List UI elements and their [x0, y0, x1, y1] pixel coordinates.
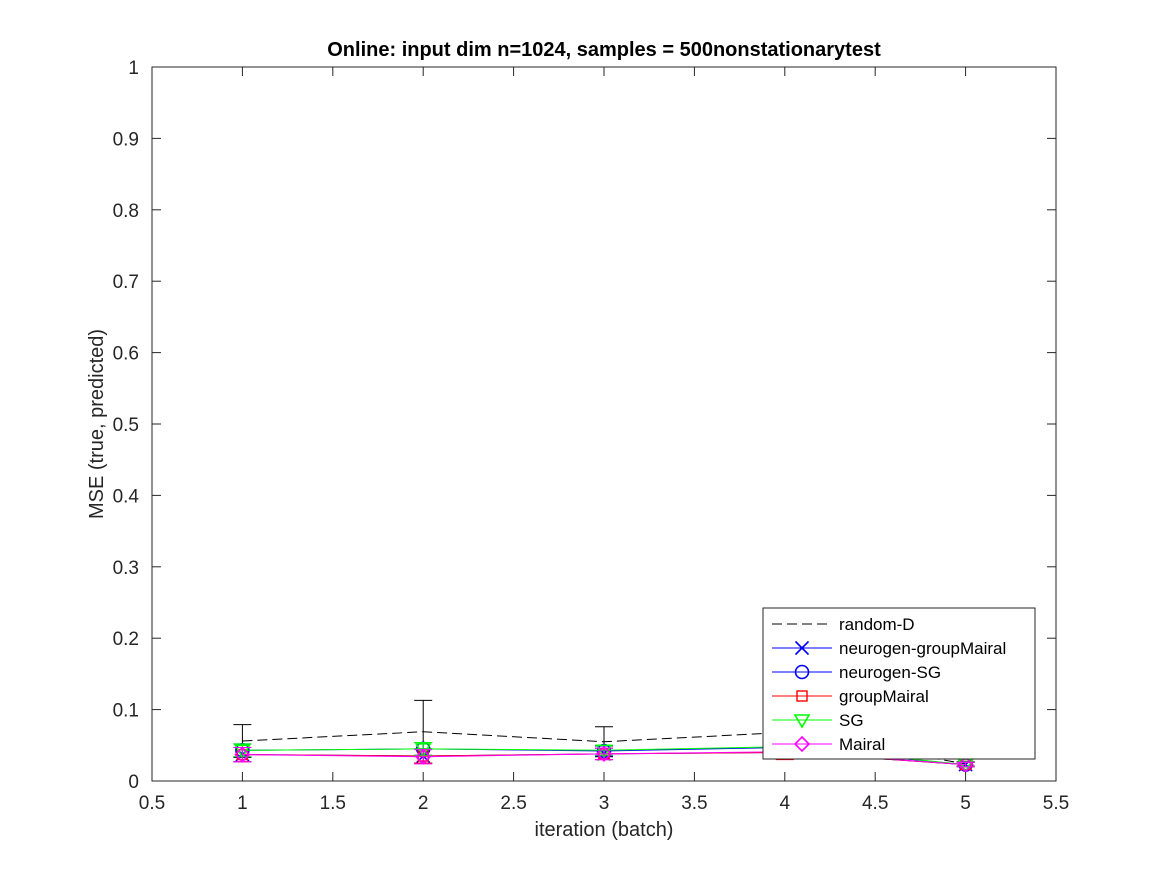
x-tick-label: 4	[780, 793, 791, 814]
legend-marker	[793, 714, 811, 729]
x-tick-label: 3	[599, 793, 610, 814]
data-point	[595, 745, 613, 762]
y-tick-label: 1	[128, 58, 139, 79]
legend-label: groupMairal	[839, 687, 929, 706]
data-point	[415, 748, 432, 765]
legend-box	[762, 607, 1036, 760]
y-tick-label: 0.4	[113, 486, 140, 507]
x-tick-label: 5	[960, 793, 971, 814]
x-tick-label: 4.5	[862, 793, 888, 814]
x-tick-label: 0.5	[139, 793, 165, 814]
data-point	[234, 746, 251, 763]
x-tick-label: 2	[418, 793, 429, 814]
y-tick-label: 0.2	[113, 629, 139, 650]
y-tick-label: 0.5	[113, 415, 139, 436]
y-tick-label: 0.3	[113, 558, 139, 579]
y-tick-label: 0.1	[113, 701, 139, 722]
x-tick-label: 3.5	[681, 793, 707, 814]
y-axis-title: MSE (true, predicted)	[86, 329, 108, 519]
y-tick-label: 0.6	[113, 344, 139, 365]
legend: random-D neurogen-groupMairal neurogen-SG g…	[762, 607, 1036, 760]
x-tick-label: 1	[237, 793, 248, 814]
x-tick-label: 5.5	[1043, 793, 1069, 814]
legend-marker	[794, 664, 810, 680]
legend-label: SG	[839, 711, 864, 730]
legend-marker	[793, 735, 811, 753]
legend-marker-stroke-b	[794, 640, 810, 656]
legend-label: neurogen-SG	[839, 663, 941, 682]
y-tick-label: 0.9	[113, 129, 139, 150]
x-tick-label: 1.5	[320, 793, 346, 814]
y-tick-label: 0	[128, 772, 139, 793]
legend-label: Mairal	[839, 735, 885, 754]
y-tick-label: 0.8	[113, 201, 139, 222]
chart-title: Online: input dim n=1024, samples = 500n…	[327, 39, 881, 61]
x-tick-label: 2.5	[500, 793, 526, 814]
legend-marker	[794, 640, 810, 656]
y-tick-label: 0.7	[113, 272, 139, 293]
legend-label: neurogen-groupMairal	[839, 639, 1006, 658]
data-point	[957, 756, 974, 773]
x-axis-title: iteration (batch)	[535, 819, 674, 841]
data-point	[957, 758, 974, 774]
legend-marker	[796, 690, 808, 702]
legend-label: random-D	[839, 615, 915, 634]
tick-layer: 0.5 1 1.5 2 2.5 3 3.5 4 4.5 5 5.5 0 0.1 0.2 0.3 0.4 0.5 0…	[113, 58, 1070, 814]
